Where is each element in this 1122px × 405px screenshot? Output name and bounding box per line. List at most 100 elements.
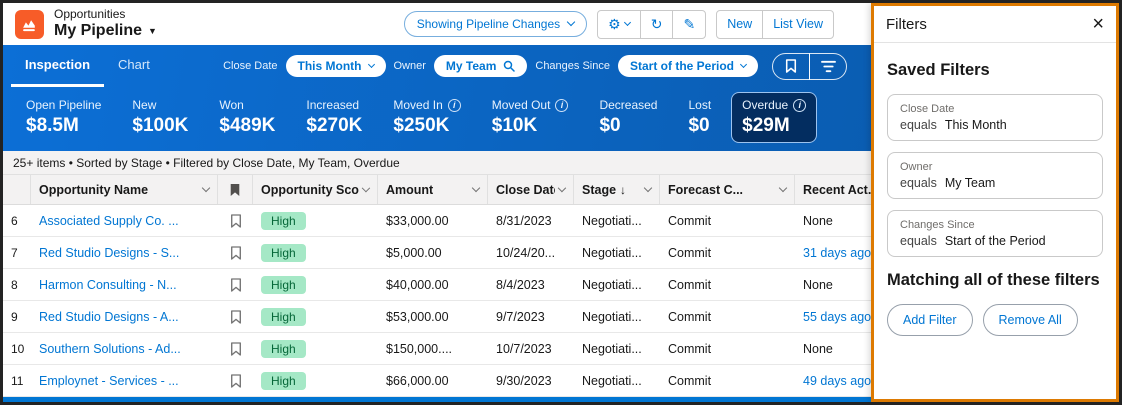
new-button[interactable]: New	[716, 9, 764, 39]
horizontal-scrollbar[interactable]	[3, 397, 873, 402]
showing-pipeline-changes-select[interactable]: Showing Pipeline Changes	[403, 11, 588, 37]
settings-button[interactable]: ⚙	[597, 9, 641, 39]
pipeline-metrics: Open Pipeline $8.5M New $100K Won $489K …	[3, 87, 1119, 143]
opportunity-name-link[interactable]: Associated Supply Co. ...	[39, 213, 179, 228]
close-date-filter-pill[interactable]: This Month	[285, 55, 386, 77]
entity-label: Opportunities	[54, 6, 126, 21]
close-date-cell: 9/7/2023	[496, 309, 545, 324]
changes-since-label: Changes Since	[535, 60, 610, 72]
tab-chart[interactable]: Chart	[118, 57, 150, 72]
amount-cell: $66,000.00	[386, 373, 449, 388]
metric-open-pipeline[interactable]: Open Pipeline $8.5M	[15, 92, 112, 143]
column-header-bookmark[interactable]	[218, 175, 253, 204]
opportunity-name-link[interactable]: Employnet - Services - ...	[39, 373, 179, 388]
filter-card-owner[interactable]: Owner equals My Team	[887, 152, 1103, 199]
row-number: 6	[11, 213, 18, 228]
recent-activity-link[interactable]: 49 days ago	[803, 373, 872, 388]
filter-card-close-date[interactable]: Close Date equals This Month	[887, 94, 1103, 141]
row-bookmark-button[interactable]	[218, 237, 253, 268]
opportunities-app-icon	[15, 9, 44, 39]
close-date-cell: 8/31/2023	[496, 213, 552, 228]
score-badge: High	[261, 211, 306, 230]
metric-value: $29M	[742, 115, 790, 136]
recent-activity-link[interactable]: 31 days ago	[803, 245, 872, 260]
metric-decreased[interactable]: Decreased $0	[588, 92, 668, 143]
metric-value: $489K	[219, 115, 276, 136]
recent-activity-cell: None	[803, 341, 833, 356]
chevron-down-icon	[643, 183, 653, 192]
opportunity-name-link[interactable]: Red Studio Designs - A...	[39, 309, 179, 324]
metric-won[interactable]: Won $489K	[208, 92, 286, 143]
info-icon[interactable]: i	[447, 98, 461, 112]
view-actions-group: New List View	[716, 9, 834, 39]
score-badge: High	[261, 339, 306, 358]
metric-moved-out[interactable]: Moved Out i $10K	[481, 92, 580, 143]
column-header-opportunity-score[interactable]: Opportunity Sco...	[253, 175, 378, 204]
metric-value: $250K	[393, 115, 450, 136]
row-bookmark-button[interactable]	[218, 269, 253, 300]
metric-value: $0	[599, 115, 621, 136]
info-icon[interactable]: i	[793, 98, 807, 112]
close-icon: ×	[1092, 13, 1104, 35]
score-badge: High	[261, 243, 306, 262]
column-header-opportunity-name[interactable]: Opportunity Name	[31, 175, 218, 204]
remove-all-button[interactable]: Remove All	[982, 304, 1078, 336]
column-header-forecast-category[interactable]: Forecast C...	[660, 175, 795, 204]
changes-since-filter-pill[interactable]: Start of the Period	[617, 55, 758, 77]
close-filters-button[interactable]: ×	[1092, 14, 1104, 34]
column-header-amount[interactable]: Amount	[378, 175, 488, 204]
chevron-down-icon	[558, 183, 567, 192]
add-filter-button[interactable]: Add Filter	[887, 304, 973, 336]
band-icon-buttons	[772, 52, 847, 80]
filter-value: My Team	[944, 176, 996, 190]
info-icon[interactable]: i	[555, 98, 569, 112]
row-bookmark-button[interactable]	[218, 205, 253, 236]
metric-moved-in[interactable]: Moved In i $250K	[382, 92, 471, 143]
title-dropdown-icon[interactable]: ▼	[148, 25, 157, 36]
amount-cell: $40,000.00	[386, 277, 449, 292]
refresh-button[interactable]: ↻	[639, 9, 674, 39]
metric-new[interactable]: New $100K	[121, 92, 199, 143]
row-bookmark-button[interactable]	[218, 301, 253, 332]
title-block: Opportunities My Pipeline ▼	[54, 6, 157, 40]
stage-cell: Negotiati...	[582, 341, 642, 356]
score-badge: High	[261, 307, 306, 326]
row-number: 8	[11, 277, 18, 292]
amount-cell: $5,000.00	[386, 245, 442, 260]
metric-label: Open Pipeline	[26, 98, 102, 112]
stage-cell: Negotiati...	[582, 213, 642, 228]
saved-filters-button[interactable]	[772, 52, 810, 80]
row-number: 11	[11, 373, 24, 388]
metric-increased[interactable]: Increased $270K	[295, 92, 373, 143]
metric-label: New	[132, 98, 157, 112]
filter-card-changes-since[interactable]: Changes Since equals Start of the Period	[887, 210, 1103, 257]
metric-label: Increased	[306, 98, 360, 112]
chevron-down-icon	[362, 183, 371, 192]
metric-label: Moved In i	[393, 98, 461, 112]
tab-inspection[interactable]: Inspection	[11, 45, 105, 87]
column-header-stage[interactable]: Stage ↓	[574, 175, 660, 204]
opportunity-name-link[interactable]: Southern Solutions - Ad...	[39, 341, 181, 356]
filter-value: Start of the Period	[944, 234, 1046, 248]
row-bookmark-button[interactable]	[218, 365, 253, 396]
column-header-close-date[interactable]: Close Date	[488, 175, 574, 204]
row-bookmark-button[interactable]	[218, 333, 253, 364]
opportunity-name-link[interactable]: Red Studio Designs - S...	[39, 245, 180, 260]
owner-filter-pill[interactable]: My Team	[433, 55, 528, 77]
metric-lost[interactable]: Lost $0	[677, 92, 722, 143]
edit-button[interactable]: ✎	[672, 9, 707, 39]
list-view-button[interactable]: List View	[762, 9, 834, 39]
recent-activity-link[interactable]: 55 days ago	[803, 309, 872, 324]
filters-panel: Filters × Saved Filters Close Date equal…	[871, 3, 1119, 402]
chevron-down-icon	[739, 60, 748, 68]
toolbar-icon-group: ⚙ ↻ ✎	[597, 9, 707, 39]
filter-operator: equals	[900, 176, 937, 190]
gear-icon: ⚙	[608, 16, 621, 32]
page-title: My Pipeline	[54, 21, 143, 39]
stage-cell: Negotiati...	[582, 277, 642, 292]
filters-toggle-button[interactable]	[809, 52, 847, 80]
bookmark-icon	[230, 341, 241, 356]
metric-overdue[interactable]: Overdue i $29M	[731, 92, 818, 143]
opportunity-name-link[interactable]: Harmon Consulting - N...	[39, 277, 177, 292]
